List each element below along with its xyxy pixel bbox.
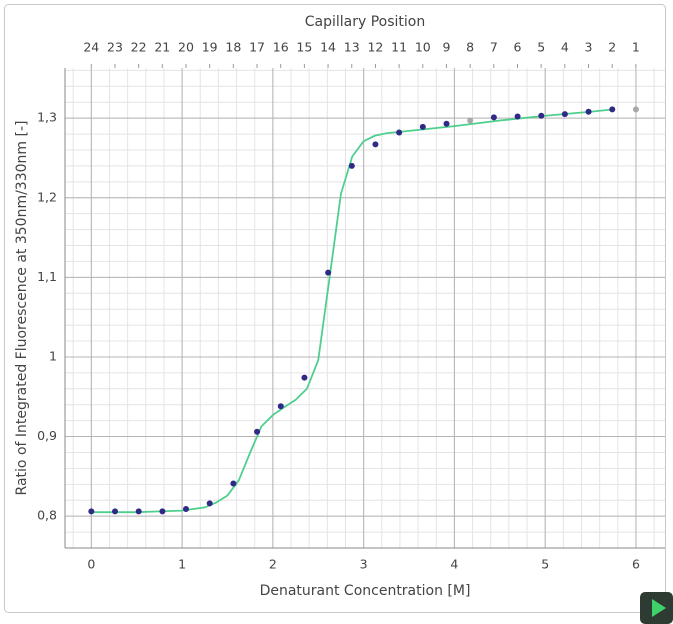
y-tick-label: 0,9 [37,428,57,443]
x2-tick-label: 8 [466,40,474,55]
grid [65,68,665,549]
data-point [514,113,521,120]
data-point [277,403,284,410]
x2-tick-label: 6 [514,40,522,55]
x2-tick-label: 7 [490,40,498,55]
data-point [301,374,308,381]
x2-tick-label: 18 [225,40,241,55]
x2-tick-label: 16 [273,40,289,55]
x2-tick-label: 23 [107,40,123,55]
y-axis-label: Ratio of Integrated Fluorescence at 350n… [14,121,30,496]
data-point [325,269,332,276]
x-tick-label: 1 [178,557,186,572]
x2-tick-label: 15 [296,40,312,55]
x-tick-label: 2 [269,557,277,572]
x2-tick-label: 9 [442,40,450,55]
data-point [135,508,142,515]
data-point [88,508,95,515]
fit-curve [91,108,614,514]
data-point [467,117,474,124]
x2-tick-label: 14 [320,40,336,55]
x-tick-label: 0 [87,557,95,572]
x2-tick-label: 17 [249,40,265,55]
x2-tick-label: 21 [154,40,170,55]
x-tick-label: 4 [450,557,458,572]
play-button[interactable] [640,592,673,624]
x2-tick-label: 13 [344,40,360,55]
data-point [585,108,592,115]
data-point [419,123,426,130]
data-point [443,120,450,127]
x2-tick-label: 24 [83,40,99,55]
y-tick-label: 0,8 [37,508,57,523]
x2-tick-label: 1 [632,40,640,55]
data-point [538,112,545,119]
x2-tick-label: 11 [391,40,407,55]
y-tick-label: 1 [49,348,57,363]
y-tick-label: 1,3 [37,110,57,125]
x2-tick-label: 20 [178,40,194,55]
data-point [112,508,119,515]
chart-title: Capillary Position [305,14,426,30]
data-point [632,106,639,113]
x2-tick-label: 5 [537,40,545,55]
y-tick-label: 1,1 [37,269,57,284]
data-point [230,480,237,487]
x2-tick-label: 3 [585,40,593,55]
data-point [561,111,568,118]
y-tick-label: 1,2 [37,189,57,204]
data-point [206,500,213,507]
data-point [609,106,616,113]
data-point [254,428,261,435]
x2-tick-label: 12 [367,40,383,55]
data-point [182,505,189,512]
x2-tick-label: 4 [561,40,569,55]
x-tick-label: 3 [360,557,368,572]
data-point [372,141,379,148]
x-axis-label: Denaturant Concentration [M] [260,583,471,599]
x2-tick-label: 22 [131,40,147,55]
x2-tick-label: 2 [608,40,616,55]
x2-tick-label: 10 [415,40,431,55]
data-point [348,162,355,169]
x-tick-label: 5 [541,557,549,572]
data-point [490,114,497,121]
x2-tick-label: 19 [202,40,218,55]
play-icon[interactable] [652,599,666,617]
data-point [396,129,403,136]
data-point [159,508,166,515]
x-tick-label: 6 [632,557,640,572]
